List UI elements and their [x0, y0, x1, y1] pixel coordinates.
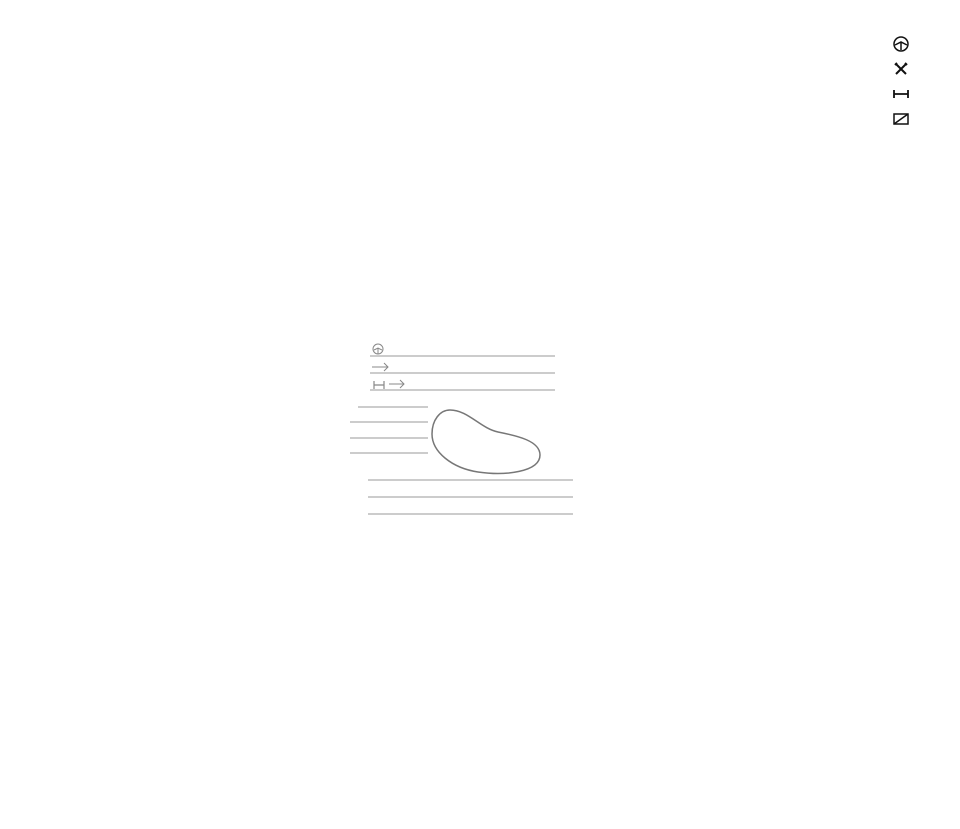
tachograph-chart: [0, 0, 960, 829]
center-hole: [432, 410, 540, 473]
